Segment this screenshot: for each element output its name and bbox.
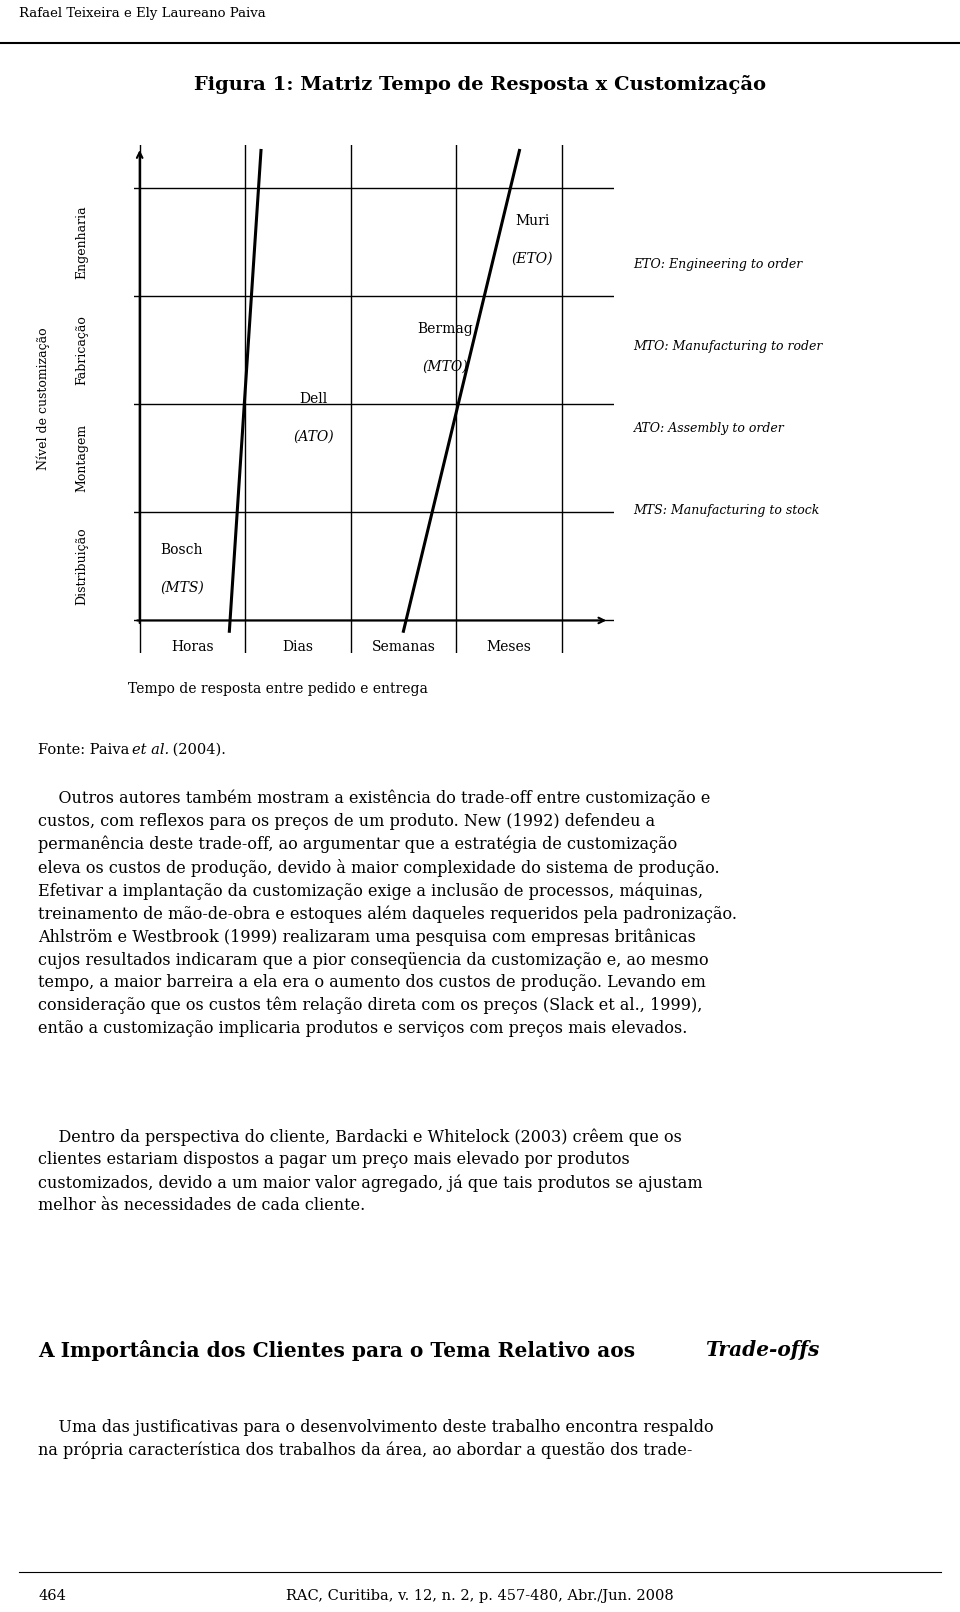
Text: Figura 1: Matriz Tempo de Resposta x Customização: Figura 1: Matriz Tempo de Resposta x Cus…	[194, 76, 766, 93]
Text: Dell: Dell	[300, 392, 328, 406]
Text: Dentro da perspectiva do cliente, Bardacki e Whitelock (2003) crêem que os
clien: Dentro da perspectiva do cliente, Bardac…	[38, 1128, 703, 1214]
Text: Outros autores também mostram a existência do trade-off entre customização e
cus: Outros autores também mostram a existênc…	[38, 790, 737, 1037]
Text: (ETO): (ETO)	[512, 251, 553, 266]
Text: Uma das justificativas para o desenvolvimento deste trabalho encontra respaldo
n: Uma das justificativas para o desenvolvi…	[38, 1419, 714, 1459]
Text: MTS: Manufacturing to stock: MTS: Manufacturing to stock	[634, 505, 820, 517]
Text: Dias: Dias	[282, 640, 313, 654]
Text: Montagem: Montagem	[75, 424, 88, 492]
Text: Bermag: Bermag	[418, 322, 473, 335]
Text: (MTO): (MTO)	[422, 359, 468, 374]
Text: ATO: Assembly to order: ATO: Assembly to order	[634, 422, 784, 435]
Text: (MTS): (MTS)	[160, 580, 204, 595]
Text: Bosch: Bosch	[160, 543, 204, 558]
Text: Engenharia: Engenharia	[75, 205, 88, 279]
Text: (ATO): (ATO)	[294, 430, 334, 443]
Text: Nível de customização: Nível de customização	[36, 327, 50, 471]
Text: (2004).: (2004).	[168, 743, 226, 756]
Text: RAC, Curitiba, v. 12, n. 2, p. 457-480, Abr./Jun. 2008: RAC, Curitiba, v. 12, n. 2, p. 457-480, …	[286, 1589, 674, 1604]
Text: Semanas: Semanas	[372, 640, 435, 654]
Text: ETO: Engineering to order: ETO: Engineering to order	[634, 258, 803, 271]
Text: MTO: Manufacturing to roder: MTO: Manufacturing to roder	[634, 340, 823, 353]
Text: Rafael Teixeira e Ely Laureano Paiva: Rafael Teixeira e Ely Laureano Paiva	[19, 6, 266, 19]
Text: A Importância dos Clientes para o Tema Relativo aos: A Importância dos Clientes para o Tema R…	[38, 1340, 642, 1361]
Text: Horas: Horas	[171, 640, 214, 654]
Text: Muri: Muri	[515, 214, 549, 227]
Text: Trade-offs: Trade-offs	[706, 1340, 820, 1361]
Text: et al.: et al.	[132, 743, 170, 756]
Text: Distribuição: Distribuição	[75, 527, 88, 604]
Text: Tempo de resposta entre pedido e entrega: Tempo de resposta entre pedido e entrega	[129, 682, 428, 696]
Text: 464: 464	[38, 1589, 66, 1604]
Text: Meses: Meses	[487, 640, 531, 654]
Text: Fabricação: Fabricação	[75, 316, 88, 385]
Text: Fonte: Paiva: Fonte: Paiva	[38, 743, 134, 756]
